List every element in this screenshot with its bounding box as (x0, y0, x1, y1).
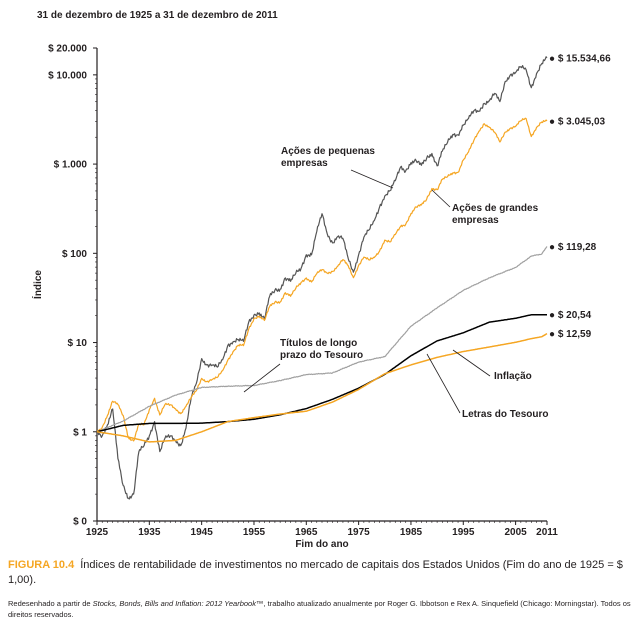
caption-text: Índices de rentabilidade de investimento… (8, 559, 623, 586)
y-tick-label: $ 10.000 (48, 70, 87, 81)
end-label-inflation: ● $ 12,59 (549, 329, 592, 340)
x-tick-label: 1995 (452, 527, 475, 538)
annotation-line: Inflação (494, 371, 532, 382)
source-after: ™, trabalho atualizado anualmente por Ro… (8, 599, 631, 619)
figure-label: FIGURA 10.4 (8, 559, 75, 571)
chart-axes: $ 20.000$ 10.000$ 1.000$ 100$ 10$ 1$ 019… (31, 44, 558, 551)
annotation-small-stocks: Ações de pequenas empresas (281, 146, 375, 169)
annotation-line: empresas (281, 158, 328, 169)
x-tick-label: 1945 (191, 527, 214, 538)
annotation-large-stocks-leader (431, 189, 451, 208)
x-tick-label: 1975 (348, 527, 371, 538)
source-book-title: Stocks, Bonds, Bills and Inflation: 2012… (92, 599, 256, 608)
source-before: Redesenhado a partir de (8, 599, 93, 608)
x-tick-label: 1935 (138, 527, 161, 538)
annotation-inflation-leader (452, 349, 491, 377)
series-line-large-stocks (96, 117, 548, 442)
annotation-treasury-bills: Letras do Tesouro (462, 409, 549, 420)
x-tick-label: 1985 (400, 527, 423, 538)
end-label-small-stocks: ● $ 15.534,66 (549, 53, 611, 64)
annotation-line: prazo do Tesouro (280, 350, 363, 361)
figure-caption: FIGURA 10.4 Índices de rentabilidade de i… (8, 558, 634, 588)
annotation-line: Ações de pequenas (281, 146, 375, 157)
annotation-line: empresas (452, 215, 499, 226)
x-tick-label: 2005 (504, 527, 527, 538)
y-axis-title: Índice (31, 270, 44, 299)
end-label-treasury-bills: ● $ 20,54 (549, 310, 592, 321)
y-tick-label: $ 1.000 (54, 160, 88, 171)
end-label-treasury-bonds: ● $ 119,28 (549, 242, 597, 253)
annotation-treasury-bills-leader (426, 353, 461, 414)
y-tick-label: $ 1 (73, 427, 87, 438)
chart-lines (96, 56, 548, 500)
x-tick-label: 2011 (536, 527, 558, 538)
annotation-treasury-bonds: Títulos de longo prazo do Tesouro (280, 338, 363, 361)
chart-subtitle: 31 de dezembro de 1925 a 31 de dezembro … (37, 10, 278, 21)
annotation-line: Ações de grandes (452, 203, 539, 214)
x-tick-label: 1965 (295, 527, 318, 538)
x-axis-title: Fim do ano (295, 539, 348, 550)
annotation-inflation: Inflação (494, 371, 532, 382)
chart-figure: $ 20.000$ 10.000$ 1.000$ 100$ 10$ 1$ 019… (31, 44, 611, 551)
y-tick-label: $ 10 (68, 338, 88, 349)
annotation-treasury-bonds-leader (243, 363, 281, 393)
series-line-treasury-bills (96, 313, 547, 433)
y-tick-label: $ 100 (62, 249, 87, 260)
end-label-large-stocks: ● $ 3.045,03 (549, 116, 606, 127)
annotation-large-stocks: Ações de grandes empresas (452, 203, 539, 226)
x-tick-label: 1925 (86, 527, 109, 538)
annotation-small-stocks-leader (350, 169, 394, 189)
y-tick-label: $ 20.000 (48, 44, 87, 55)
annotation-line: Títulos de longo (280, 338, 357, 349)
source-note: Redesenhado a partir de Stocks, Bonds, B… (8, 598, 634, 620)
series-line-small-stocks (96, 56, 548, 500)
series-line-inflation (96, 332, 548, 443)
y-tick-label: $ 0 (73, 517, 87, 528)
chart-labels: ● $ 15.534,66 ● $ 3.045,03 ● $ 119,28 ● $ 2… (243, 53, 611, 420)
x-tick-label: 1955 (243, 527, 266, 538)
series-line-treasury-bonds (96, 246, 548, 433)
annotation-line: Letras do Tesouro (462, 409, 549, 420)
